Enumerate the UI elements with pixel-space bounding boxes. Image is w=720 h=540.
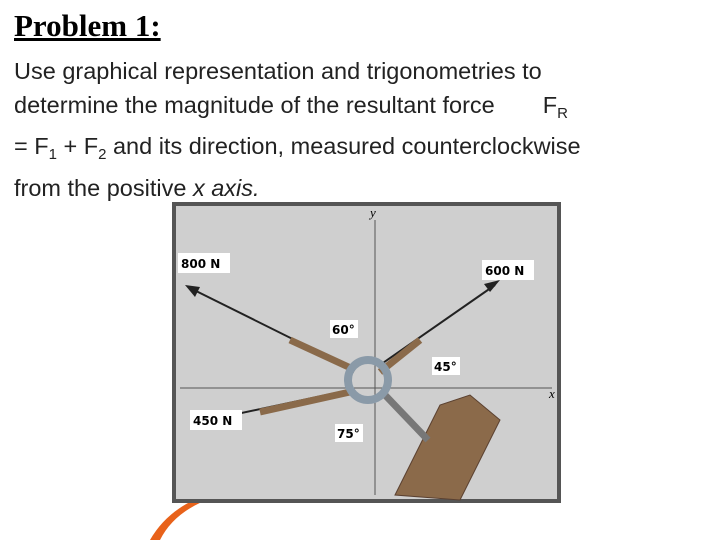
- label-box: [330, 320, 358, 338]
- subscript: R: [557, 104, 568, 122]
- force-label: 600 N: [485, 264, 524, 278]
- ring: [344, 356, 392, 404]
- problem-text: Use graphical representation and trigono…: [14, 55, 581, 205]
- angle-label: 60°: [332, 323, 355, 337]
- y-axis-label: y: [368, 205, 376, 220]
- rope-800: [288, 336, 357, 374]
- force-label: 450 N: [193, 414, 232, 428]
- wood-block: [394, 394, 501, 501]
- label-box: [432, 357, 460, 375]
- arrow-600: [484, 280, 500, 292]
- bracket: [382, 392, 431, 443]
- subscript: 1: [48, 146, 57, 163]
- subscript: 2: [98, 146, 107, 163]
- label-box: [482, 260, 534, 280]
- title: Problem 1:: [14, 8, 161, 43]
- label-box: [190, 410, 242, 430]
- text: from the positive: [14, 174, 193, 201]
- force-label: 800 N: [181, 257, 220, 271]
- text: = F: [14, 133, 49, 159]
- symbol: F: [542, 91, 558, 118]
- text: + F: [56, 133, 99, 159]
- rope-450: [259, 388, 351, 416]
- label-box: [335, 424, 363, 442]
- x-axis-label: x: [548, 386, 555, 401]
- axis-name: x axis.: [192, 174, 260, 201]
- arrow-800: [185, 285, 200, 297]
- force-600-line: [379, 284, 496, 366]
- text: determine the magnitude of the resultant…: [14, 91, 495, 118]
- angle-label: 75°: [337, 427, 360, 441]
- text: and its direction, measured counterclock…: [106, 133, 581, 159]
- text: Use graphical representation and trigono…: [14, 58, 542, 84]
- decor-swoosh: [150, 492, 215, 540]
- label-box: [178, 253, 230, 273]
- angle-label: 45°: [434, 360, 457, 374]
- figure-frame: [172, 202, 561, 503]
